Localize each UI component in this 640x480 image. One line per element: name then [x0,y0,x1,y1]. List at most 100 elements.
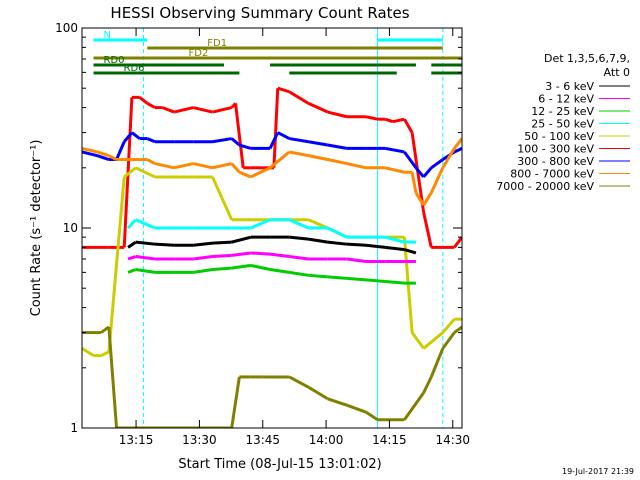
series-7-segment-2 [135,268,156,274]
series-2-segment-8 [146,158,156,165]
legend-entry-label-6: 300 - 800 keV [517,155,594,168]
series-6-segment-7 [231,251,252,257]
series-5-segment-5 [193,241,213,247]
series-5-segment-16 [403,248,417,255]
series-6-segment-1 [127,255,137,261]
series-8-segment-21 [453,325,462,334]
y-tick-label-0: 1 [70,421,78,435]
series-1-segment-2 [96,154,110,161]
series-3-segment-20 [402,237,414,333]
series-8-segment-6 [230,376,241,428]
series-0-segment-11 [212,106,233,114]
series-0-segment-21 [307,101,329,114]
series-6-segment-10 [289,255,309,261]
series-1-segment-27 [430,158,444,170]
series-3-segment-3 [100,350,110,358]
series-8-segment-20 [441,331,456,350]
series-1-segment-13 [230,137,241,147]
series-2-segment-2 [96,150,110,158]
legend-entry-label-0: 3 - 6 keV [545,80,594,93]
series-6-segment-8 [250,251,271,256]
series-8-segment-13 [346,403,367,414]
series-5-segment-10 [289,235,309,241]
series-7-segment-9 [269,268,290,274]
series-group [82,28,462,428]
series-7-segment-5 [193,268,213,274]
series-7-segment-15 [385,280,405,285]
series-7-segment-10 [289,270,309,277]
series-3-segment-5 [123,166,137,179]
series-3-segment-21 [410,331,425,350]
series-0-segment-5 [138,96,149,105]
series-0-segment-19 [277,86,290,94]
series-1-segment-12 [212,137,232,144]
series-1-segment-14 [238,143,252,150]
series-3-segment-10 [211,176,234,221]
legend-entry-label-3: 25 - 50 keV [531,118,594,131]
series-1-segment-25 [414,166,425,178]
series-7-segment-13 [346,276,367,282]
series-5-segment-6 [212,240,232,245]
series-7-segment-12 [327,275,347,280]
flag-label-rd0: RD0 [104,55,125,66]
series-2-segment-28 [441,147,456,169]
series-8-segment-17 [403,391,425,421]
legend-entry-label-2: 12 - 25 keV [531,105,594,118]
y-tick-label-2: 100 [55,21,78,35]
series-2-segment-27 [429,167,445,194]
series-4-segment-10 [288,218,310,230]
series-1-segment-6 [130,131,141,140]
legend-entry-label-8: 7000 - 20000 keV [496,180,594,193]
series-0-segment-6 [146,102,156,109]
series-7-segment-1 [127,268,137,274]
legend-entry-label-1: 6 - 12 keV [538,93,594,106]
series-0-segment-33 [453,236,462,249]
series-7-segment-6 [212,266,232,272]
series-7-segment-11 [308,273,328,279]
series-2-segment-22 [384,166,405,174]
series-5-segment-3 [154,242,175,247]
series-2-segment-13 [230,162,241,174]
series-8-segment-18 [422,376,433,394]
series-6-segment-2 [135,255,156,261]
series-2-segment-16 [269,150,291,169]
series-1-segment-29 [453,147,462,154]
series-8-segment-12 [327,397,348,407]
legend-entry-label-5: 100 - 300 keV [517,143,594,156]
series-2-segment-11 [192,162,213,170]
series-0-segment-9 [173,106,194,114]
series-6-segment-9 [269,252,290,259]
series-0-segment-28 [403,118,414,134]
series-1-segment-20 [327,143,348,150]
x-tick-label-1: 13:30 [182,433,217,447]
series-8-segment-14 [365,410,379,421]
x-tick-label-4: 14:15 [372,433,407,447]
series-1-segment-24 [403,151,418,169]
flag-label-n: N [104,30,111,41]
y-tick-label-1: 10 [63,221,78,235]
series-6-segment-6 [212,253,232,259]
series-5-segment-12 [327,240,348,246]
series-8-segment-19 [429,347,445,378]
series-8-segment-4 [107,326,119,428]
series-7-segment-14 [365,278,386,284]
series-4-segment-12 [327,226,348,239]
series-4-segment-2 [135,218,156,230]
series-6-segment-13 [346,257,367,263]
series-0-segment-18 [272,88,280,168]
x-tick-label-5: 14:30 [435,433,470,447]
series-4-segment-1 [126,218,137,230]
series-7-segment-8 [250,263,271,271]
legend-header-line-1: Det 1,3,5,6,7,9, [544,52,630,65]
series-4-segment-15 [384,235,405,244]
series-5-segment-2 [135,240,156,246]
series-5-segment-11 [308,237,328,244]
series-2-segment-15 [250,166,271,179]
series-2-segment-17 [288,150,309,158]
x-axis-label: Start Time (08-Jul-15 13:01:02) [178,457,381,472]
series-0-segment-30 [422,211,433,248]
series-0-segment-26 [384,117,394,124]
series-3-segment-22 [422,331,444,350]
